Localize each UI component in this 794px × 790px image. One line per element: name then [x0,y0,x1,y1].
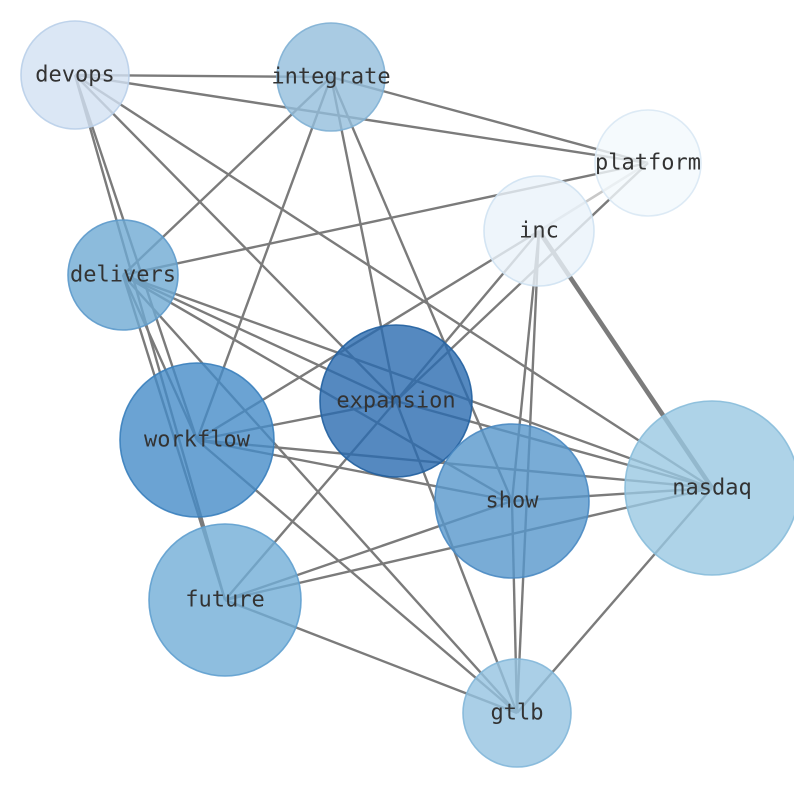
node-gtlb[interactable] [462,658,572,768]
node-expansion[interactable] [319,324,473,478]
edge-delivers-gtlb [122,274,518,714]
node-future[interactable] [148,523,302,677]
node-label-future: future [185,588,264,613]
node-integrate[interactable] [276,22,386,132]
node-platform[interactable] [594,109,702,217]
node-label-show: show [486,489,540,514]
node-label-delivers: delivers [70,263,176,288]
node-workflow[interactable] [119,362,275,518]
node-label-devops: devops [35,63,114,88]
node-label-gtlb: gtlb [491,701,544,726]
node-label-integrate: integrate [271,65,390,90]
node-label-nasdaq: nasdaq [672,476,751,501]
edge-devops-nasdaq [74,73,713,490]
node-show[interactable] [434,423,590,579]
node-devops[interactable] [20,20,130,130]
node-label-inc: inc [519,219,559,244]
node-delivers[interactable] [67,219,179,331]
labels-layer: devops integrate platform inc delivers workfl… [35,63,751,726]
nodes-layer [20,20,794,768]
node-label-expansion: expansion [336,389,455,414]
node-label-platform: platform [595,151,701,176]
node-nasdaq[interactable] [624,400,794,576]
node-label-workflow: workflow [144,428,251,453]
node-inc[interactable] [483,175,595,287]
